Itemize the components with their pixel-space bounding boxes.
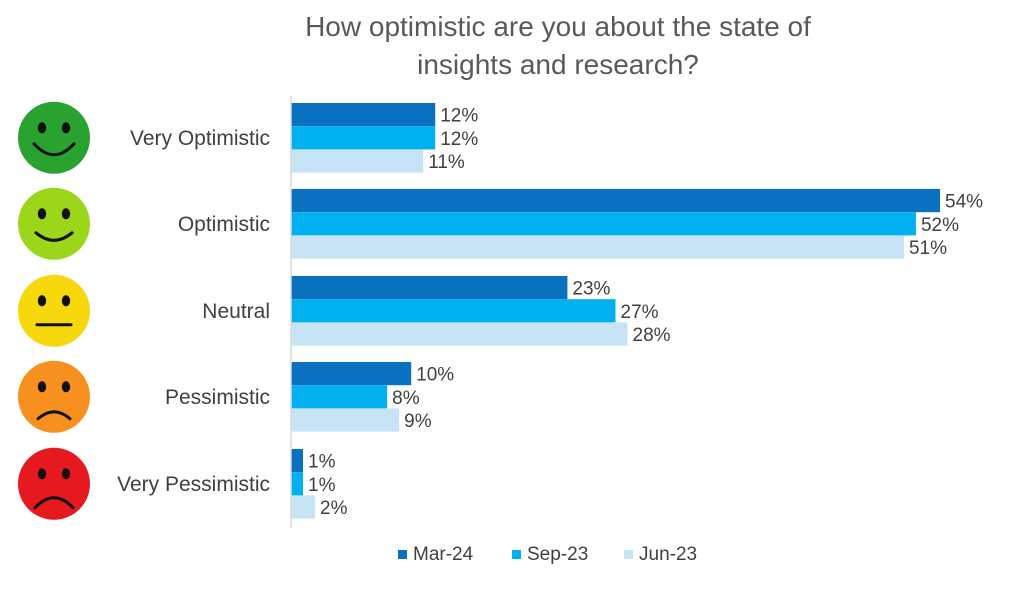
very-happy-face-icon bbox=[18, 101, 90, 174]
bar bbox=[291, 149, 424, 173]
chart-title-line-1: How optimistic are you about the state o… bbox=[305, 11, 811, 42]
data-label: 9% bbox=[404, 411, 432, 432]
data-label: 54% bbox=[945, 192, 983, 213]
bar bbox=[291, 212, 916, 236]
category-label: Pessimistic bbox=[165, 386, 270, 409]
legend-swatch bbox=[512, 550, 521, 559]
right-eye bbox=[61, 381, 71, 393]
data-label: 27% bbox=[621, 302, 659, 323]
bar bbox=[291, 299, 616, 323]
legend-swatch bbox=[624, 550, 633, 559]
category-icons bbox=[18, 101, 90, 520]
bar bbox=[291, 385, 388, 409]
category-labels: Very Optimistic Optimistic Neutral Pessimis… bbox=[117, 127, 270, 496]
category-label: Very Optimistic bbox=[130, 127, 270, 150]
mouth bbox=[32, 142, 76, 157]
data-label: 1% bbox=[308, 475, 336, 496]
legend-swatch bbox=[398, 550, 407, 559]
sad-face-icon-face bbox=[18, 360, 90, 433]
legend-label: Jun-23 bbox=[639, 544, 697, 565]
data-label: 28% bbox=[633, 325, 671, 346]
happy-face-icon-face bbox=[18, 187, 90, 260]
happy-face-icon bbox=[18, 187, 90, 260]
bar bbox=[291, 235, 904, 259]
right-eye bbox=[61, 468, 71, 480]
right-eye bbox=[61, 122, 71, 134]
left-eye bbox=[37, 208, 47, 220]
bar bbox=[291, 189, 940, 213]
data-labels: 12%12%11%54%52%51%23%27%28%10%8%9%1%1%2% bbox=[308, 106, 983, 519]
data-label: 51% bbox=[909, 238, 947, 259]
data-label: 11% bbox=[428, 152, 465, 173]
data-label: 52% bbox=[921, 215, 959, 236]
sad-face-icon bbox=[18, 360, 90, 433]
right-eye bbox=[61, 208, 71, 220]
bar bbox=[291, 495, 316, 519]
category-label: Optimistic bbox=[178, 213, 270, 236]
data-label: 1% bbox=[308, 452, 336, 473]
data-label: 12% bbox=[440, 106, 478, 127]
neutral-face-icon bbox=[18, 274, 90, 347]
data-label: 12% bbox=[440, 129, 478, 150]
neutral-face-icon-face bbox=[18, 274, 90, 347]
bar bbox=[291, 103, 436, 127]
bar bbox=[291, 276, 568, 300]
very-sad-face-icon bbox=[18, 447, 90, 520]
bar bbox=[291, 126, 436, 150]
chart-title-line-2: insights and research? bbox=[417, 49, 699, 80]
mouth bbox=[34, 231, 74, 242]
data-label: 10% bbox=[416, 365, 454, 386]
left-eye bbox=[37, 468, 47, 480]
left-eye bbox=[37, 122, 47, 134]
legend-label: Sep-23 bbox=[527, 544, 588, 565]
category-label: Very Pessimistic bbox=[117, 473, 270, 496]
legend: Mar-24 Sep-23 Jun-23 bbox=[398, 544, 697, 565]
bar bbox=[291, 362, 412, 386]
mouth bbox=[33, 496, 75, 510]
very-happy-face-icon-face bbox=[18, 101, 90, 174]
data-label: 2% bbox=[320, 498, 348, 519]
bar bbox=[291, 322, 628, 346]
data-label: 8% bbox=[392, 388, 420, 409]
legend-label: Mar-24 bbox=[413, 544, 474, 565]
legend-item: Jun-23 bbox=[624, 544, 697, 565]
very-sad-face-icon-face bbox=[18, 447, 90, 520]
legend-item: Sep-23 bbox=[512, 544, 588, 565]
left-eye bbox=[37, 295, 47, 307]
legend-item: Mar-24 bbox=[398, 544, 474, 565]
data-label: 23% bbox=[572, 279, 610, 300]
bar bbox=[291, 408, 400, 432]
right-eye bbox=[61, 295, 71, 307]
chart-title: How optimistic are you about the state o… bbox=[305, 11, 811, 80]
left-eye bbox=[37, 381, 47, 393]
bars bbox=[291, 103, 940, 519]
bar bbox=[291, 449, 304, 473]
category-label: Neutral bbox=[202, 300, 270, 323]
mouth bbox=[36, 410, 72, 421]
bar bbox=[291, 472, 304, 496]
